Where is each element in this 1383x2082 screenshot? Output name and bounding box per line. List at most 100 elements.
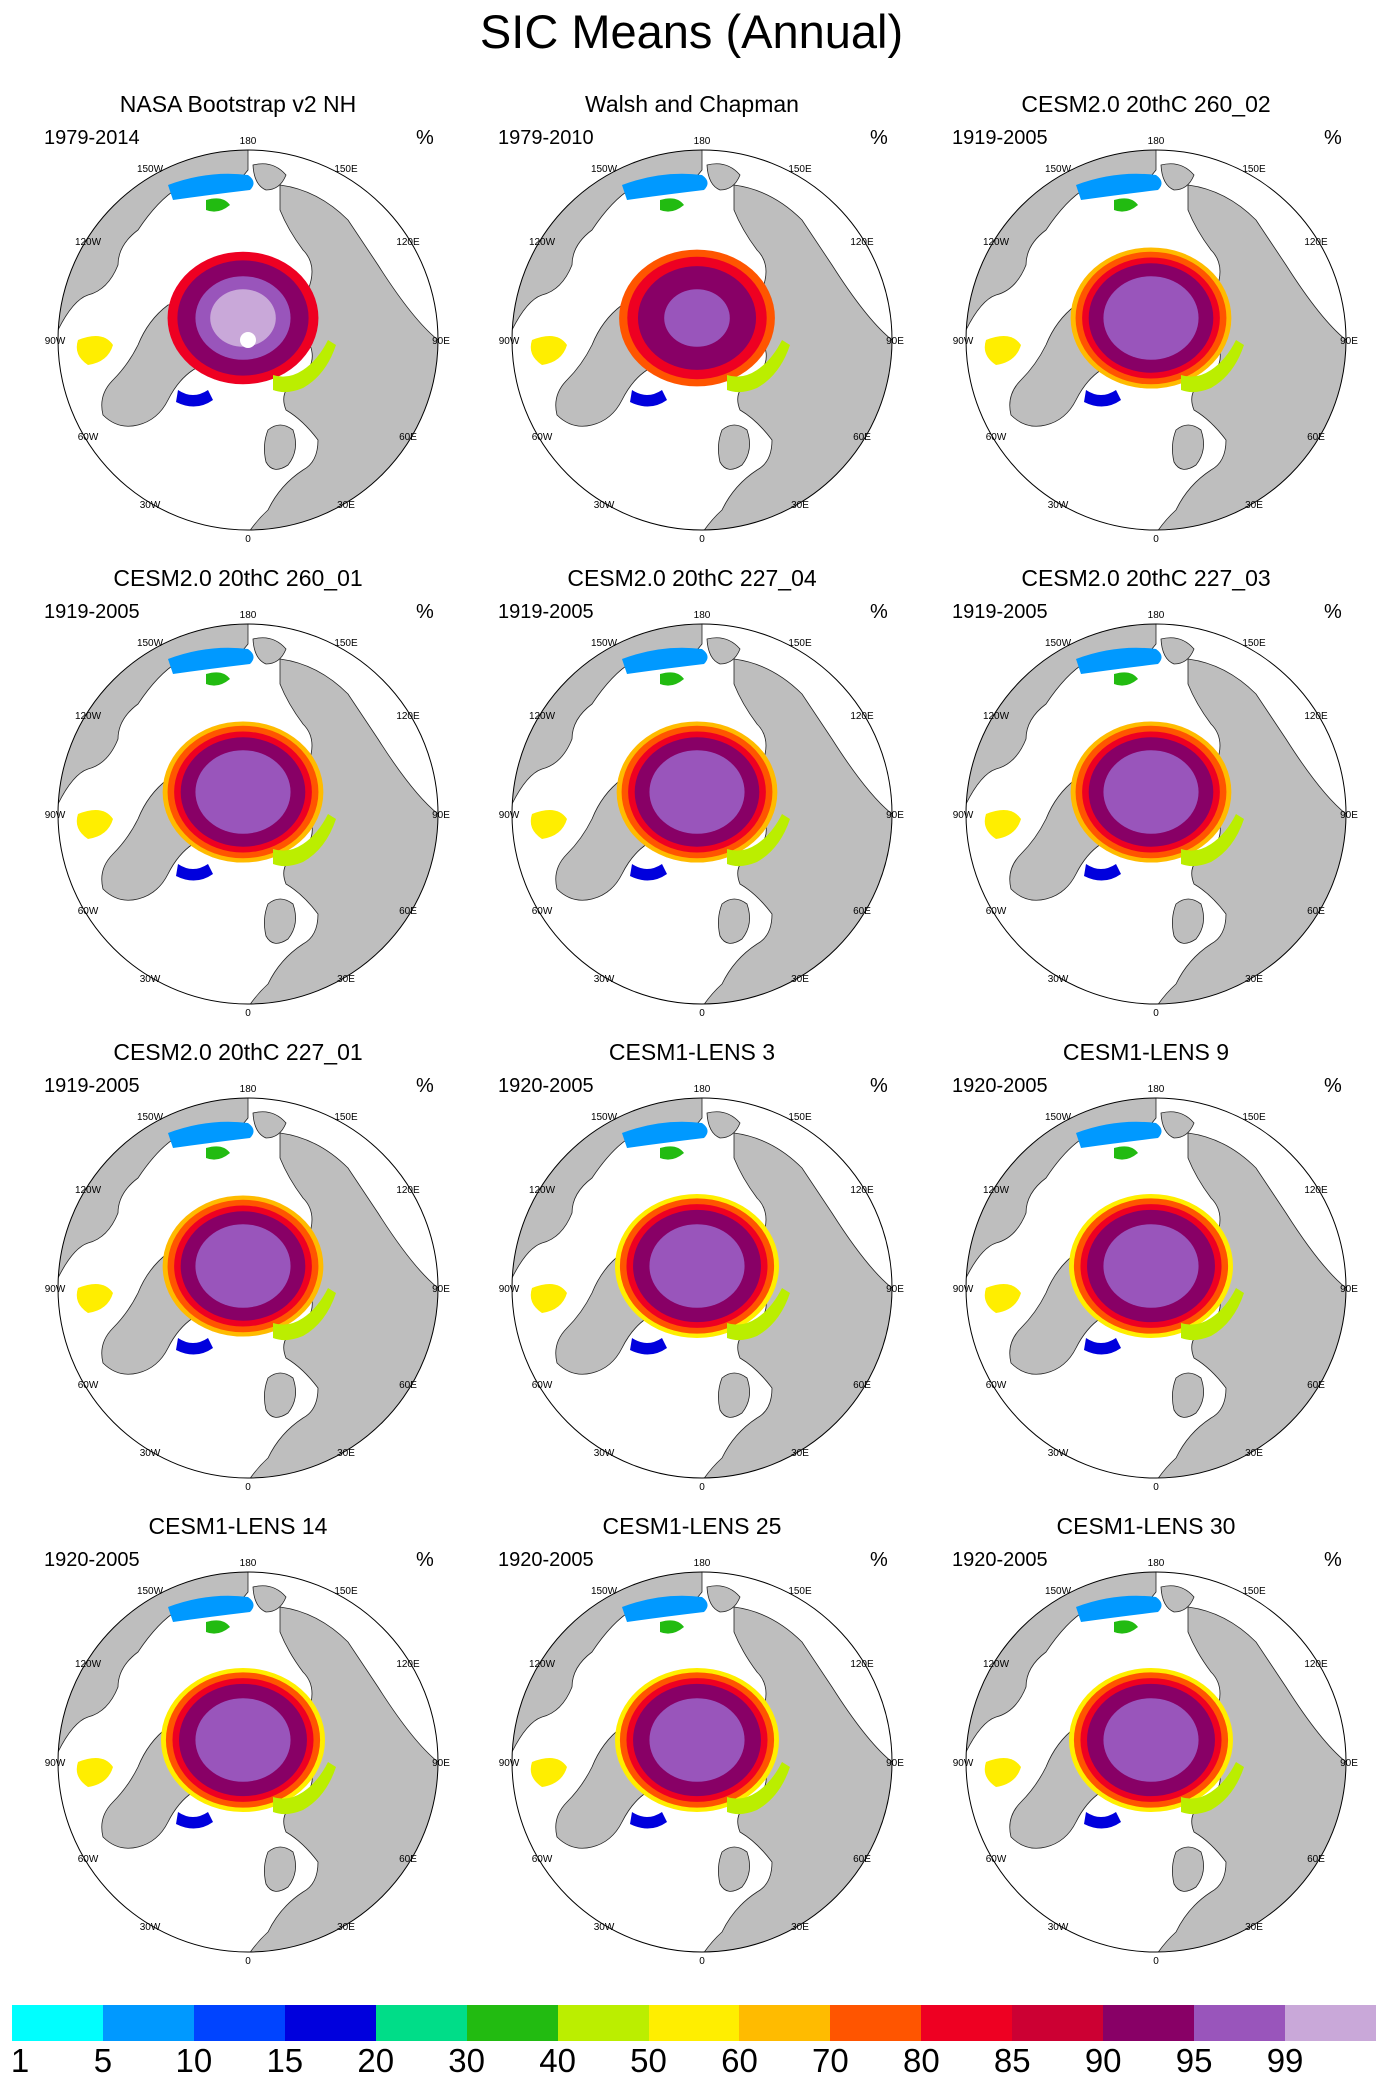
longitude-label: 30W <box>1048 974 1069 985</box>
longitude-label: 60W <box>986 432 1007 443</box>
longitude-label: 0 <box>1153 1956 1159 1967</box>
colorbar-swatch <box>284 2005 377 2041</box>
polar-map: 180 150E 120E 90E 60E 30E 0 30W 60W 90W 120W 150W <box>45 1084 451 1493</box>
longitude-label: 120E <box>396 711 420 722</box>
longitude-label: 90W <box>499 336 520 347</box>
longitude-label: 180 <box>240 610 257 621</box>
panel-title: CESM2.0 20thC 260_02 <box>1021 91 1271 117</box>
longitude-label: 90W <box>499 810 520 821</box>
longitude-label: 120W <box>983 237 1010 248</box>
longitude-label: 30W <box>594 1448 615 1459</box>
panel-title: CESM2.0 20thC 260_01 <box>113 565 363 591</box>
longitude-label: 180 <box>240 1084 257 1095</box>
longitude-label: 120W <box>529 1185 556 1196</box>
colorbar-level-label: 95 <box>1175 2042 1213 2079</box>
longitude-label: 180 <box>240 1558 257 1569</box>
polar-map: 180 150E 120E 90E 60E 30E 0 30W 60W 90W 120W 150W <box>953 1084 1359 1493</box>
longitude-label: 120E <box>850 711 874 722</box>
longitude-label: 0 <box>1153 1008 1159 1019</box>
longitude-label: 60E <box>399 1380 417 1391</box>
longitude-label: 150E <box>788 638 812 649</box>
map-panel: 180 150E 120E 90E 60E 30E 0 30W 60W 90W 120W 150W CE… <box>926 564 1366 1036</box>
longitude-label: 150W <box>1045 638 1072 649</box>
longitude-label: 120W <box>529 237 556 248</box>
longitude-label: 90W <box>45 1758 66 1769</box>
longitude-label: 60E <box>1307 1854 1325 1865</box>
polar-map: 180 150E 120E 90E 60E 30E 0 30W 60W 90W 120W 150W <box>953 136 1359 545</box>
panel-unit: % <box>416 601 434 623</box>
panel-title: CESM1-LENS 30 <box>1056 1513 1236 1539</box>
longitude-label: 150E <box>334 164 358 175</box>
panel-unit: % <box>416 1549 434 1571</box>
longitude-label: 60E <box>853 432 871 443</box>
colorbar-level-label: 5 <box>93 2042 113 2079</box>
longitude-label: 90E <box>886 810 904 821</box>
colorbar-swatch <box>830 2005 922 2041</box>
longitude-label: 0 <box>245 1482 251 1493</box>
longitude-label: 120W <box>75 1185 102 1196</box>
polar-map: 180 150E 120E 90E 60E 30E 0 30W 60W 90W 120W 150W <box>499 1558 905 1967</box>
longitude-label: 60W <box>532 906 553 917</box>
longitude-label: 60E <box>853 1380 871 1391</box>
longitude-label: 60W <box>986 906 1007 917</box>
longitude-label: 90E <box>1340 1284 1358 1295</box>
colorbar-swatch <box>1194 2005 1286 2041</box>
longitude-label: 60W <box>78 1854 99 1865</box>
panel-period: 1919-2005 <box>44 1075 140 1097</box>
longitude-label: 180 <box>1148 610 1165 621</box>
longitude-label: 30W <box>1048 1448 1069 1459</box>
longitude-label: 60E <box>399 1854 417 1865</box>
longitude-label: 150E <box>788 1586 812 1597</box>
longitude-label: 120E <box>850 1185 874 1196</box>
colorbar-level-label: 15 <box>266 2042 304 2079</box>
longitude-label: 0 <box>1153 1482 1159 1493</box>
colorbar-level-label: 50 <box>630 2042 667 2079</box>
colorbar-level-label: 1 <box>10 2042 30 2079</box>
panel-unit: % <box>416 1075 434 1097</box>
longitude-label: 120E <box>1304 1659 1328 1670</box>
panel-title: Walsh and Chapman <box>585 91 799 117</box>
longitude-label: 180 <box>694 1558 711 1569</box>
panel-period: 1920-2005 <box>952 1075 1048 1097</box>
longitude-label: 150E <box>334 1586 358 1597</box>
longitude-label: 180 <box>1148 1558 1165 1569</box>
longitude-label: 30E <box>791 1922 809 1933</box>
longitude-label: 150E <box>788 164 812 175</box>
longitude-label: 0 <box>699 1956 705 1967</box>
longitude-label: 150E <box>1242 164 1266 175</box>
map-panel: 180 150E 120E 90E 60E 30E 0 30W 60W 90W 120W 150W CE… <box>18 1512 458 1984</box>
longitude-label: 120E <box>1304 1185 1328 1196</box>
colorbar-level-label: 99 <box>1266 2042 1304 2079</box>
colorbar-level-label: 20 <box>357 2042 395 2079</box>
colorbar-level-label: 80 <box>902 2042 940 2079</box>
longitude-label: 60W <box>78 906 99 917</box>
panel-unit: % <box>416 127 434 149</box>
panel-title: CESM1-LENS 3 <box>608 1039 776 1065</box>
longitude-label: 30E <box>1245 1448 1263 1459</box>
longitude-label: 30E <box>1245 974 1263 985</box>
longitude-label: 120W <box>75 237 102 248</box>
longitude-label: 90W <box>499 1284 520 1295</box>
longitude-label: 30E <box>337 1922 355 1933</box>
longitude-label: 0 <box>245 1008 251 1019</box>
panel-period: 1979-2014 <box>44 127 140 149</box>
panel-title: CESM1-LENS 14 <box>148 1513 328 1539</box>
panel-period: 1920-2005 <box>498 1549 594 1571</box>
longitude-label: 120E <box>1304 711 1328 722</box>
longitude-label: 150E <box>334 638 358 649</box>
longitude-label: 90E <box>886 1758 904 1769</box>
map-panel: 180 150E 120E 90E 60E 30E 0 30W 60W 90W 120W 150W NA… <box>18 90 458 562</box>
panel-unit: % <box>1324 601 1342 623</box>
longitude-label: 90W <box>45 1284 66 1295</box>
colorbar-swatch <box>12 2005 104 2041</box>
longitude-label: 30W <box>140 1922 161 1933</box>
longitude-label: 150W <box>1045 1586 1072 1597</box>
panel-period: 1920-2005 <box>44 1549 140 1571</box>
colorbar-swatch <box>1012 2005 1104 2041</box>
polar-map: 180 150E 120E 90E 60E 30E 0 30W 60W 90W 120W 150W <box>45 1558 451 1967</box>
panel-unit: % <box>870 1075 888 1097</box>
longitude-label: 120E <box>850 1659 874 1670</box>
colorbar-level-label: 10 <box>175 2042 213 2079</box>
panel-period: 1979-2010 <box>498 127 594 149</box>
panel-period: 1919-2005 <box>952 601 1048 623</box>
